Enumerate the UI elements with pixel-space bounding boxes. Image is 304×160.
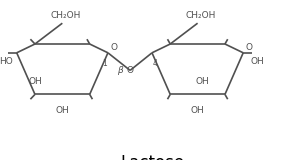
Text: O: O bbox=[110, 44, 118, 52]
Text: O: O bbox=[246, 44, 253, 52]
Text: OH: OH bbox=[191, 106, 205, 115]
Text: OH: OH bbox=[28, 77, 42, 86]
Text: 4: 4 bbox=[153, 59, 157, 68]
Text: HO: HO bbox=[0, 57, 13, 66]
Text: OH: OH bbox=[195, 77, 209, 86]
Text: OH: OH bbox=[250, 57, 264, 66]
Text: β: β bbox=[117, 66, 123, 75]
Text: OH: OH bbox=[55, 106, 69, 115]
Text: 1: 1 bbox=[102, 59, 107, 68]
Text: Lactose: Lactose bbox=[120, 154, 184, 160]
Text: O: O bbox=[126, 66, 134, 75]
Text: CH₂OH: CH₂OH bbox=[50, 12, 81, 20]
Text: CH₂OH: CH₂OH bbox=[185, 12, 216, 20]
